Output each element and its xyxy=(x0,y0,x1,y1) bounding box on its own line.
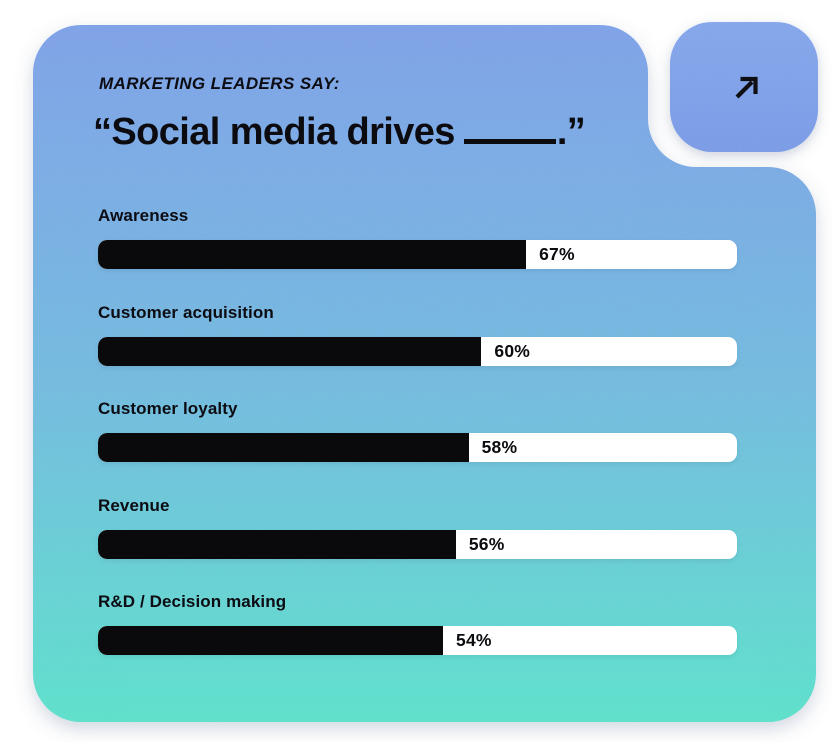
bar-label: Customer acquisition xyxy=(98,302,274,322)
chart-row: Awareness 67% xyxy=(98,206,737,269)
bar-fill xyxy=(98,240,527,269)
chart-row: Revenue 56% xyxy=(98,496,737,559)
chart-row: Customer acquisition 60% xyxy=(98,303,737,366)
bar-track: 56% xyxy=(98,529,737,559)
bar-label: Revenue xyxy=(98,495,170,515)
bar-chart: Awareness 67% Customer acquisition 60% C… xyxy=(98,206,737,655)
bar-value-label: 56% xyxy=(468,533,505,554)
bar-value-label: 60% xyxy=(494,340,531,361)
bar-fill xyxy=(98,529,456,559)
kicker-text: MARKETING LEADERS SAY: xyxy=(99,74,340,93)
bar-fill xyxy=(98,433,469,462)
bar-fill xyxy=(98,626,444,655)
bar-value-label: 54% xyxy=(456,630,492,650)
chart-row: Customer loyalty 58% xyxy=(98,399,737,462)
chart-row: R&D / Decision making 54% xyxy=(98,592,737,655)
chart-title: “Social media drives .” xyxy=(93,109,586,154)
bar-label: Awareness xyxy=(98,206,189,225)
bar-track: 54% xyxy=(98,626,737,655)
title-suffix: .” xyxy=(556,111,586,153)
bar-label: Customer loyalty xyxy=(98,399,238,418)
blank-underline xyxy=(463,109,556,144)
bar-fill xyxy=(98,336,482,366)
bar-track: 58% xyxy=(98,433,737,462)
bar-value-label: 67% xyxy=(539,244,575,264)
title-prefix: “Social media drives xyxy=(93,111,455,153)
bar-track: 60% xyxy=(98,336,737,366)
bar-track: 67% xyxy=(98,240,737,269)
bar-value-label: 58% xyxy=(481,437,518,457)
bar-label: R&D / Decision making xyxy=(98,592,287,611)
